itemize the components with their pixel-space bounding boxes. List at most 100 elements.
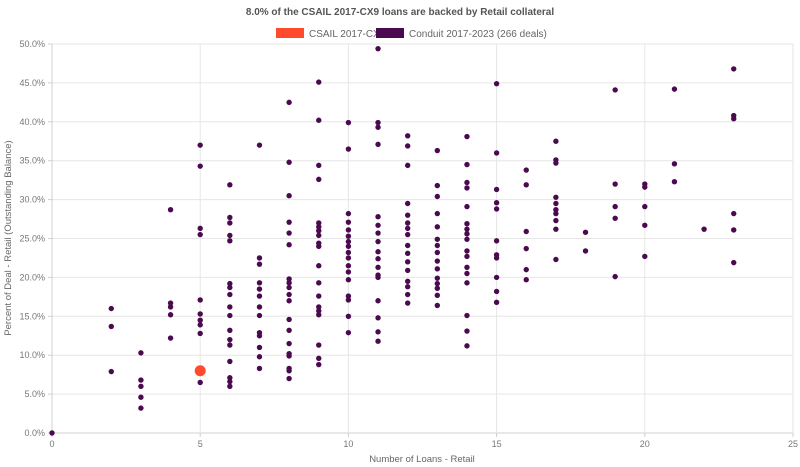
data-point-conduit[interactable] <box>345 219 352 225</box>
data-point-conduit[interactable] <box>197 330 203 337</box>
data-point-conduit[interactable] <box>582 248 589 254</box>
data-point-conduit[interactable] <box>375 119 381 126</box>
data-point-conduit[interactable] <box>227 304 233 310</box>
data-point-conduit[interactable] <box>197 297 203 303</box>
data-point-conduit[interactable] <box>197 142 203 148</box>
data-point-conduit[interactable] <box>316 304 322 310</box>
data-point-conduit[interactable] <box>493 150 500 156</box>
data-point-conduit[interactable] <box>227 214 233 221</box>
data-point-conduit[interactable] <box>227 378 233 385</box>
data-point-conduit[interactable] <box>227 284 233 291</box>
data-point-conduit[interactable] <box>197 311 203 317</box>
data-point-conduit[interactable] <box>642 253 648 260</box>
data-point-conduit[interactable] <box>345 243 352 249</box>
data-point-conduit[interactable] <box>345 119 352 126</box>
data-point-conduit[interactable] <box>493 238 500 244</box>
data-point-conduit[interactable] <box>375 214 381 220</box>
data-point-conduit[interactable] <box>167 207 174 213</box>
data-point-conduit[interactable] <box>256 286 263 292</box>
data-point-conduit[interactable] <box>434 275 441 281</box>
data-point-conduit[interactable] <box>316 308 322 314</box>
data-point-conduit[interactable] <box>493 80 500 87</box>
data-point-conduit[interactable] <box>375 124 381 130</box>
data-point-conduit[interactable] <box>434 236 441 242</box>
data-point-conduit[interactable] <box>612 181 618 187</box>
data-point-conduit[interactable] <box>464 270 470 277</box>
data-point-conduit[interactable] <box>316 224 322 230</box>
data-point-conduit[interactable] <box>523 167 529 173</box>
data-point-conduit[interactable] <box>197 317 203 323</box>
data-point-conduit[interactable] <box>404 220 411 226</box>
data-point-conduit[interactable] <box>731 66 737 72</box>
legend-item-conduit[interactable]: Conduit 2017-2023 (266 deals) <box>376 28 547 40</box>
data-point-conduit[interactable] <box>375 222 381 228</box>
data-point-conduit[interactable] <box>197 231 203 238</box>
data-point-conduit[interactable] <box>464 248 470 254</box>
data-point-conduit[interactable] <box>493 206 500 212</box>
data-point-conduit[interactable] <box>345 329 352 336</box>
data-point-conduit[interactable] <box>316 355 322 362</box>
data-point-conduit[interactable] <box>464 253 470 260</box>
data-point-conduit[interactable] <box>227 342 233 348</box>
data-point-conduit[interactable] <box>138 394 144 400</box>
data-point-conduit[interactable] <box>256 261 263 267</box>
data-point-conduit[interactable] <box>227 358 233 365</box>
data-point-conduit[interactable] <box>286 219 292 225</box>
data-point-conduit[interactable] <box>404 291 411 298</box>
data-point-conduit[interactable] <box>316 280 322 286</box>
data-point-conduit[interactable] <box>375 274 381 281</box>
data-point-conduit[interactable] <box>167 335 174 341</box>
data-point-conduit[interactable] <box>49 430 55 436</box>
data-point-conduit[interactable] <box>434 280 441 287</box>
data-point-conduit[interactable] <box>553 217 559 224</box>
data-point-conduit[interactable] <box>523 245 529 252</box>
data-point-conduit[interactable] <box>316 79 322 85</box>
data-point-conduit[interactable] <box>404 242 411 249</box>
data-point-conduit[interactable] <box>404 143 411 149</box>
legend-item-csail[interactable]: CSAIL 2017-CX9 <box>276 28 386 40</box>
data-point-conduit[interactable] <box>493 299 500 305</box>
data-point-conduit[interactable] <box>286 368 292 374</box>
data-point-conduit[interactable] <box>256 280 263 286</box>
data-point-conduit[interactable] <box>316 361 322 368</box>
data-point-conduit[interactable] <box>493 255 500 261</box>
data-point-conduit[interactable] <box>671 161 678 167</box>
data-point-conduit[interactable] <box>286 284 292 291</box>
data-point-conduit[interactable] <box>642 222 648 228</box>
data-point-conduit[interactable] <box>464 343 470 349</box>
data-point-conduit[interactable] <box>316 220 322 226</box>
data-point-conduit[interactable] <box>523 228 529 235</box>
data-point-conduit[interactable] <box>227 375 233 381</box>
data-point-conduit[interactable] <box>286 375 292 382</box>
data-point-conduit[interactable] <box>316 117 322 123</box>
data-point-conduit[interactable] <box>464 231 470 237</box>
data-point-conduit[interactable] <box>404 162 411 169</box>
data-point-conduit[interactable] <box>464 185 470 191</box>
data-point-conduit[interactable] <box>464 328 470 334</box>
data-point-conduit[interactable] <box>612 87 618 93</box>
data-point-conduit[interactable] <box>286 291 292 298</box>
data-point-conduit[interactable] <box>286 298 292 304</box>
data-point-conduit[interactable] <box>612 273 618 280</box>
data-point-conduit[interactable] <box>345 277 352 283</box>
data-point-conduit[interactable] <box>464 179 470 186</box>
data-point-conduit[interactable] <box>464 264 470 270</box>
data-point-conduit[interactable] <box>256 293 263 299</box>
data-point-conduit[interactable] <box>256 365 263 372</box>
data-point-conduit[interactable] <box>464 236 470 242</box>
data-point-conduit[interactable] <box>138 405 144 411</box>
data-point-conduit[interactable] <box>434 242 441 249</box>
data-point-conduit[interactable] <box>227 238 233 244</box>
data-point-conduit[interactable] <box>464 133 470 140</box>
data-point-conduit[interactable] <box>404 284 411 290</box>
data-point-conduit[interactable] <box>375 338 381 344</box>
data-point-conduit[interactable] <box>375 256 381 262</box>
data-point-conduit[interactable] <box>316 232 322 239</box>
data-point-conduit[interactable] <box>553 194 559 200</box>
data-point-conduit[interactable] <box>138 383 144 390</box>
data-point-conduit[interactable] <box>108 368 114 375</box>
data-point-conduit[interactable] <box>256 255 263 261</box>
data-point-conduit[interactable] <box>434 193 441 200</box>
data-point-conduit[interactable] <box>375 249 381 255</box>
data-point-conduit[interactable] <box>434 266 441 272</box>
